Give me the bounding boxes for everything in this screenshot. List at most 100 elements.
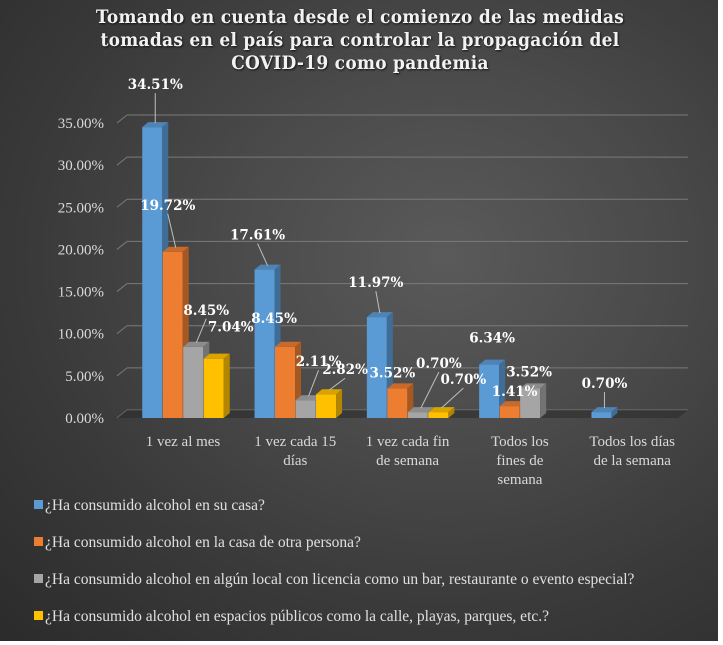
x-category-label: 1 vez cada 15 — [254, 434, 336, 450]
x-category-label: de la semana — [593, 453, 671, 469]
bar-top — [203, 353, 230, 359]
gridline-diagonal — [116, 283, 128, 292]
x-category-label: de semana — [376, 453, 439, 469]
legend-label: ¿Ha consumido alcohol en espacios públic… — [45, 608, 550, 625]
y-tick-label: 10.00% — [58, 327, 104, 343]
bar-top — [591, 407, 618, 413]
data-label: 8.45% — [251, 311, 297, 327]
bar-top — [316, 389, 343, 395]
legend-item: ¿Ha consumido alcohol en la casa de otra… — [34, 534, 361, 552]
bar-front — [407, 412, 428, 418]
bar-top — [162, 246, 189, 252]
gridline-diagonal — [116, 114, 128, 124]
gridline-diagonal — [116, 367, 128, 377]
y-tick-label: 20.00% — [58, 242, 104, 258]
data-label: 6.34% — [469, 331, 515, 347]
bar-front — [499, 406, 520, 418]
x-category-label: 1 vez al mes — [146, 434, 221, 450]
leader-line — [420, 371, 440, 409]
chart-title: Tomando en cuenta desde el comienzo de l… — [66, 6, 655, 75]
y-tick-label: 30.00% — [58, 158, 104, 174]
legend-swatch-orange — [34, 537, 43, 546]
bar-side — [223, 353, 230, 418]
legend-label: ¿Ha consumido alcohol en la casa de otra… — [45, 534, 361, 551]
y-tick-label: 0.00% — [65, 411, 104, 427]
y-tick-label: 5.00% — [65, 369, 104, 385]
data-label: 17.61% — [230, 228, 285, 244]
leader-line — [441, 387, 464, 409]
data-label: 0.70% — [582, 376, 628, 392]
y-tick-label: 15.00% — [58, 285, 104, 301]
data-label: 7.04% — [208, 320, 254, 336]
y-axis-ticks: 0.00% 5.00% 10.00% 15.00% 20.00% 25.00% 30.00%… — [58, 116, 104, 427]
y-tick-label: 25.00% — [58, 200, 104, 216]
data-label: 0.70% — [416, 356, 462, 372]
y-tick-label: 35.00% — [58, 116, 104, 132]
data-labels: 34.51% 17.61% 11.97% 6.34% 0.70% 19.72% 8.45% 3… — [128, 77, 628, 400]
data-label: 0.70% — [440, 372, 486, 388]
bar-top — [142, 122, 169, 128]
bar-front — [428, 412, 449, 418]
bar-top — [295, 395, 322, 401]
data-label: 1.41% — [492, 384, 538, 400]
bar-front — [366, 317, 387, 418]
leader-line — [375, 291, 381, 314]
x-category-label: semana — [497, 472, 542, 488]
gridline-diagonal — [116, 156, 128, 166]
bar-top — [499, 401, 526, 407]
bar-front — [142, 127, 163, 418]
bar-front — [162, 251, 183, 418]
gridline-diagonal — [116, 241, 128, 250]
leader-line — [167, 213, 177, 248]
legend-item: ¿Ha consumido alcohol en su casa? — [34, 497, 265, 515]
bar-top — [387, 383, 414, 389]
legend-label: ¿Ha consumido alcohol en su casa? — [45, 497, 265, 514]
legend-swatch-blue — [34, 500, 43, 509]
bar-top — [479, 359, 506, 365]
bar-side — [540, 383, 547, 418]
bar-front — [275, 346, 296, 418]
chart-title-line: Tomando en cuenta desde el comienzo de l… — [95, 7, 625, 28]
data-label: 2.11% — [296, 354, 342, 370]
bar-side — [448, 407, 455, 418]
bar-top — [520, 383, 547, 389]
data-label: 8.45% — [183, 303, 229, 319]
bars — [142, 122, 618, 418]
chart-title-line: tomadas en el país para controlar la pro… — [100, 30, 620, 51]
bar-top — [254, 264, 281, 270]
data-label: 3.52% — [369, 365, 415, 381]
bar-front — [295, 400, 316, 418]
legend-swatch-yellow — [34, 611, 43, 620]
bar-front — [316, 394, 337, 418]
data-label: 19.72% — [140, 198, 195, 214]
bar-top — [275, 341, 302, 347]
bar-side — [611, 407, 618, 418]
bar-front — [387, 388, 408, 418]
bar-front — [520, 388, 541, 418]
bar-side — [336, 389, 343, 418]
gridline-diagonal — [116, 198, 128, 208]
bar-top — [428, 407, 455, 413]
leader-line — [328, 377, 346, 391]
data-label: 3.52% — [506, 364, 552, 380]
bar-front — [254, 269, 275, 418]
x-category-label: días — [283, 453, 307, 469]
data-label: 11.97% — [348, 275, 403, 291]
legend-item: ¿Ha consumido alcohol en espacios públic… — [34, 608, 549, 626]
data-label: 2.82% — [322, 362, 368, 378]
legend-label: ¿Ha consumido alcohol en algún local con… — [45, 571, 635, 588]
legend-item: ¿Ha consumido alcohol en algún local con… — [34, 571, 634, 589]
leader-line — [257, 243, 269, 266]
bar-front — [479, 364, 500, 418]
x-axis-labels: 1 vez al mes 1 vez cada 15 días 1 vez cada … — [146, 434, 675, 488]
leader-lines — [154, 93, 605, 409]
leader-line — [308, 370, 320, 397]
x-category-label: fines de — [496, 453, 543, 469]
x-category-label: Todos los días — [589, 434, 675, 450]
bar-front — [591, 412, 612, 418]
bar-top — [183, 341, 210, 347]
leader-line — [195, 318, 207, 343]
bar-front — [183, 346, 204, 418]
